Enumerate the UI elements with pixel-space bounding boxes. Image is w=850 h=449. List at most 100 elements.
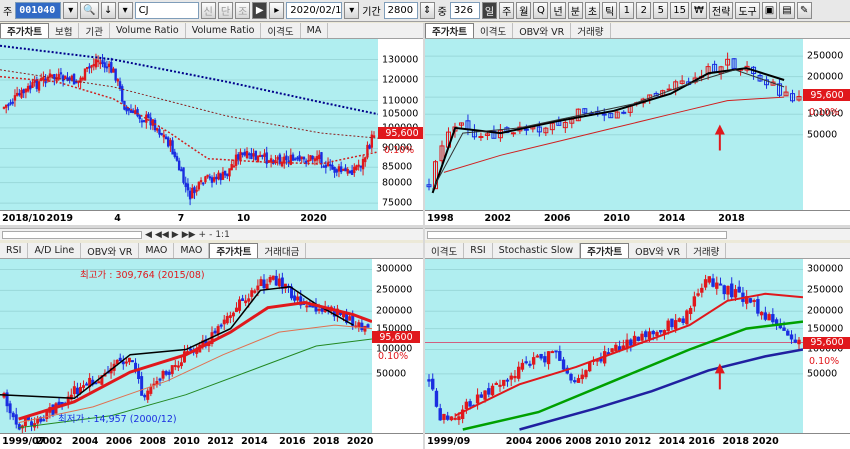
tab-price-chart[interactable]: 주가차트 <box>580 243 630 258</box>
sort-dropdown-button[interactable]: ▾ <box>117 2 133 19</box>
candle-body <box>125 107 128 112</box>
candle-body <box>121 86 124 102</box>
zoom-out-button[interactable]: - <box>209 229 213 240</box>
timeframe-1[interactable]: 1 <box>619 2 635 19</box>
timeframe-tick[interactable]: 틱 <box>602 2 618 19</box>
candle-body <box>195 189 198 192</box>
chart-plot-area[interactable]: 최고가 : 309,764 (2015/08) 최저가 : 14,957 (20… <box>0 259 372 433</box>
timeframe-5[interactable]: 5 <box>653 2 669 19</box>
strategy-menu-button[interactable]: 전략 <box>708 2 734 19</box>
candle-body <box>241 298 245 301</box>
tab-disparity[interactable]: 이격도 <box>474 23 514 38</box>
tab-volume-ratio-2[interactable]: Volume Ratio <box>186 23 262 38</box>
candle-body <box>5 392 9 407</box>
scroll-controls-right[interactable] <box>425 228 850 240</box>
candle-body <box>182 167 185 183</box>
count-input[interactable]: 326 <box>449 2 480 19</box>
tab-bar: 이격도 RSI Stochastic Slow 주가차트 OBV와 VR 거래량 <box>425 243 850 259</box>
scroll-left-button[interactable]: ◀ <box>145 229 152 240</box>
code-dropdown-button[interactable]: ▾ <box>63 2 79 19</box>
zoom-in-button[interactable]: + <box>198 229 207 240</box>
tab-mao-2[interactable]: MAO <box>174 243 210 258</box>
candle-body <box>520 362 525 370</box>
tab-rsi[interactable]: RSI <box>0 243 29 258</box>
candle-body <box>228 168 231 177</box>
tools-menu-button[interactable]: 도구 <box>735 2 760 19</box>
timeframe-week[interactable]: 주 <box>499 2 515 19</box>
tab-price-chart[interactable]: 주가차트 <box>0 23 49 38</box>
candle-body <box>426 184 432 188</box>
scroll-right-button[interactable]: ▶ <box>171 229 179 240</box>
chart-plot-area[interactable] <box>0 39 378 210</box>
tab-disparity[interactable]: 이격도 <box>425 243 465 258</box>
tab-institution[interactable]: 기관 <box>79 23 110 38</box>
stock-code-input[interactable]: 001040 <box>15 2 62 19</box>
tab-mao-1[interactable]: MAO <box>139 243 175 258</box>
timeframe-second[interactable]: 초 <box>584 2 601 19</box>
tab-volume[interactable]: 거래량 <box>687 243 727 258</box>
tab-volume[interactable]: 거래량 <box>571 23 611 38</box>
candle-body <box>101 60 104 64</box>
currency-toggle[interactable]: ₩ <box>691 2 707 19</box>
candle-body <box>173 365 177 368</box>
candle-body <box>797 339 801 345</box>
candle-body <box>147 113 150 118</box>
candle-body <box>329 164 332 167</box>
zoom-reset-button[interactable]: 1:1 <box>215 229 230 240</box>
small-button-3[interactable]: 조 <box>235 2 251 19</box>
stock-name-field[interactable]: CJ <box>134 2 199 19</box>
candle-body <box>161 371 165 379</box>
timeframe-quarter[interactable]: Q <box>533 2 549 19</box>
candle-body <box>75 81 78 84</box>
timeframe-2[interactable]: 2 <box>636 2 652 19</box>
tab-ad-line[interactable]: A/D Line <box>28 243 82 258</box>
timeframe-minute[interactable]: 분 <box>567 2 583 19</box>
y-tick-label: 250000 <box>807 284 844 296</box>
timeframe-day[interactable]: 일 <box>481 2 498 19</box>
candle-body <box>368 145 371 149</box>
candle-body <box>296 157 299 160</box>
tab-volume-ratio-1[interactable]: Volume Ratio <box>110 23 186 38</box>
tab-disparity[interactable]: 이격도 <box>261 23 301 38</box>
vertical-splitter[interactable] <box>423 23 425 449</box>
candle-body <box>696 293 700 296</box>
tab-trading-value[interactable]: 거래대금 <box>258 243 307 258</box>
settings-icon[interactable]: ✎ <box>796 2 812 19</box>
scroll-track[interactable] <box>2 230 142 239</box>
scroll-fast-left-button[interactable]: ◀◀ <box>154 229 169 240</box>
tab-insurance[interactable]: 보험 <box>49 23 80 38</box>
chart-plot-area[interactable] <box>425 39 803 210</box>
candle-body <box>149 386 153 394</box>
candle-body <box>9 102 12 105</box>
scroll-controls-left[interactable]: ◀ ◀◀ ▶ ▶▶ + - 1:1 <box>0 228 423 240</box>
scroll-track[interactable] <box>427 230 727 239</box>
candle-body <box>140 376 144 396</box>
play-icon[interactable]: ▶ <box>252 2 268 19</box>
small-button-1[interactable]: 신 <box>200 2 216 19</box>
tab-obv-vr[interactable]: OBV와 VR <box>81 243 140 258</box>
scroll-fast-right-button[interactable]: ▶▶ <box>181 229 196 240</box>
horizontal-splitter[interactable] <box>0 225 850 228</box>
tab-obv-vr[interactable]: OBV와 VR <box>513 23 572 38</box>
period-spinner[interactable]: ⇕ <box>419 2 435 19</box>
tab-obv-vr[interactable]: OBV와 VR <box>629 243 688 258</box>
folder-icon[interactable]: ▣ <box>761 2 778 19</box>
next-icon[interactable]: ▸ <box>269 2 285 19</box>
tab-price-chart[interactable]: 주가차트 <box>425 23 474 38</box>
save-icon[interactable]: ▤ <box>779 2 795 19</box>
candle-body <box>277 278 281 287</box>
sort-icon[interactable]: ↓ <box>100 2 116 19</box>
search-icon[interactable]: 🔍 <box>80 2 99 19</box>
tab-rsi[interactable]: RSI <box>464 243 493 258</box>
date-input[interactable]: 2020/02/17 <box>286 2 343 19</box>
date-picker-button[interactable]: ▾ <box>344 2 360 19</box>
tab-ma[interactable]: MA <box>301 23 329 38</box>
small-button-2[interactable]: 단 <box>217 2 234 19</box>
timeframe-month[interactable]: 월 <box>516 2 532 19</box>
period-input[interactable]: 2800 <box>383 2 418 19</box>
timeframe-15[interactable]: 15 <box>670 2 690 19</box>
tab-price-chart[interactable]: 주가차트 <box>209 243 259 258</box>
tab-stochastic-slow[interactable]: Stochastic Slow <box>493 243 581 258</box>
chart-plot-area[interactable] <box>425 259 803 433</box>
timeframe-year[interactable]: 년 <box>550 2 566 19</box>
